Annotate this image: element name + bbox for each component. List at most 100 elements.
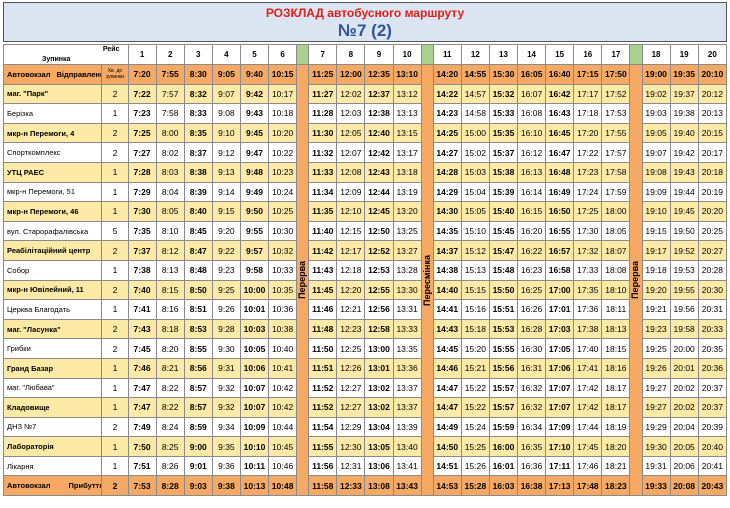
departure-time: 11:46 <box>308 299 338 320</box>
departure-time: 14:53 <box>432 475 462 497</box>
departure-time: 20:18 <box>697 161 728 183</box>
departure-time: 8:25 <box>155 436 185 457</box>
departure-time: 11:55 <box>308 436 338 457</box>
minutes-to-stop: 2 <box>101 122 129 144</box>
title: РОЗКЛАД автобусного маршруту <box>265 6 465 20</box>
departure-time: 18:16 <box>601 357 631 379</box>
departure-time: 17:24 <box>573 181 603 203</box>
departure-time: 19:26 <box>641 357 671 379</box>
departure-time: 10:11 <box>239 455 270 477</box>
departure-time: 10:30 <box>268 220 298 242</box>
departure-time: 8:56 <box>183 357 213 379</box>
departure-time: 15:32 <box>488 83 519 105</box>
departure-time: 16:13 <box>517 161 547 183</box>
departure-time: 10:01 <box>239 299 270 320</box>
departure-time: 20:06 <box>669 455 699 477</box>
departure-time: 15:10 <box>460 220 490 242</box>
departure-time: 19:40 <box>669 122 699 144</box>
trip-number: 1 <box>127 44 157 65</box>
minutes-to-stop: 1 <box>101 103 129 124</box>
departure-time: 13:05 <box>364 436 394 457</box>
departure-time: 10:24 <box>268 181 298 203</box>
departure-time: 9:25 <box>211 279 241 301</box>
stop-name: маг. "Любава" <box>7 383 55 393</box>
departure-time: 15:16 <box>460 299 490 320</box>
departure-time: 15:24 <box>460 416 490 438</box>
departure-time: 20:02 <box>669 377 699 399</box>
departure-time: 20:28 <box>697 259 728 281</box>
departure-time: 16:23 <box>517 259 547 281</box>
departure-time: 19:45 <box>669 201 699 222</box>
departure-time: 15:13 <box>460 259 490 281</box>
departure-time: 20:40 <box>697 436 728 457</box>
departure-time: 14:57 <box>460 83 490 105</box>
departure-time: 19:02 <box>641 83 671 105</box>
departure-time: 11:34 <box>308 181 338 203</box>
departure-time: 17:11 <box>545 455 575 477</box>
departure-time: 17:17 <box>573 83 603 105</box>
departure-time: 9:10 <box>211 122 241 144</box>
departure-time: 13:17 <box>392 142 422 163</box>
departure-time: 13:28 <box>392 259 422 281</box>
departure-time: 18:13 <box>601 318 631 340</box>
stop-name: Грибки <box>7 344 31 354</box>
departure-time: 18:07 <box>601 240 631 261</box>
departure-time: 7:51 <box>127 455 157 477</box>
departure-time: 12:20 <box>336 279 366 301</box>
departure-time: 20:33 <box>697 318 728 340</box>
departure-time: 16:50 <box>545 201 575 222</box>
departure-time: 16:34 <box>517 416 547 438</box>
departure-time: 14:41 <box>432 299 462 320</box>
timetable: РОЗКЛАД автобусного маршруту №7 (2) Рейс… <box>2 2 728 497</box>
departure-time: 11:54 <box>308 416 338 438</box>
departure-time: 7:47 <box>127 377 157 399</box>
departure-time: 17:00 <box>545 279 575 301</box>
departure-time: 17:03 <box>545 318 575 340</box>
departure-time: 15:35 <box>488 122 519 144</box>
stop-note: Прибуття <box>68 481 102 491</box>
departure-time: 15:26 <box>460 455 490 477</box>
departure-time: 7:50 <box>127 436 157 457</box>
departure-time: 15:37 <box>488 142 519 163</box>
stop-name: Автовокзал <box>7 69 51 79</box>
departure-time: 12:30 <box>336 436 366 457</box>
departure-time: 8:26 <box>155 455 185 477</box>
stop-cell: Церква Благодать <box>2 299 103 320</box>
departure-time: 13:36 <box>392 357 422 379</box>
minutes-to-stop: 1 <box>101 181 129 203</box>
departure-time: 10:45 <box>268 436 298 457</box>
departure-time: 9:20 <box>211 220 241 242</box>
header: РОЗКЛАД автобусного маршруту №7 (2) <box>3 2 727 42</box>
stop-cell: маг. "Парк" <box>2 83 103 105</box>
stop-name: Спорткомплекс <box>7 148 61 158</box>
stop-name: мкр-н Перемоги, 51 <box>7 187 75 197</box>
departure-time: 9:26 <box>211 299 241 320</box>
departure-time: 8:21 <box>155 357 185 379</box>
departure-time: 15:25 <box>460 436 490 457</box>
schedule-table: Рейс Зупинка 1 2 3 4 5 6 7 8 9 10 11 12 13 14 15 16 17 18 19… <box>2 44 728 497</box>
departure-time: 7:46 <box>127 357 157 379</box>
departure-time: 12:42 <box>364 142 394 163</box>
departure-time: 14:40 <box>432 279 462 301</box>
departure-time: 16:36 <box>517 455 547 477</box>
departure-time: 8:30 <box>183 64 213 85</box>
stop-row: вул. Старорафалівська 5 7:35 8:10 8:45 9:20 9:… <box>2 220 728 242</box>
departure-time: 13:37 <box>392 377 422 399</box>
stop-row: ДНЗ №7 2 7:49 8:24 8:59 9:34 10:09 10:44 11:54 12… <box>2 416 728 438</box>
departure-time: 20:27 <box>697 240 728 261</box>
departure-time: 8:05 <box>155 201 185 222</box>
departure-time: 7:43 <box>127 318 157 340</box>
departure-time: 15:28 <box>460 475 490 497</box>
departure-time: 8:45 <box>183 220 213 242</box>
stop-row: Грибки 2 7:45 8:20 8:55 9:30 10:05 10:40 11:50 12… <box>2 338 728 359</box>
departure-time: 19:53 <box>669 259 699 281</box>
departure-time: 17:13 <box>545 475 575 497</box>
stop-row: мкр-н Перемоги, 4 2 7:25 8:00 8:35 9:10 9:45 10… <box>2 122 728 144</box>
departure-time: 17:09 <box>545 416 575 438</box>
stop-row: Лабораторія 1 7:50 8:25 9:00 9:35 10:10 10:45 11… <box>2 436 728 457</box>
departure-time: 10:48 <box>268 475 298 497</box>
departure-time: 12:21 <box>336 299 366 320</box>
departure-time: 12:08 <box>336 161 366 183</box>
minutes-to-stop: 2 <box>101 142 129 163</box>
departure-time: 15:30 <box>488 64 519 85</box>
